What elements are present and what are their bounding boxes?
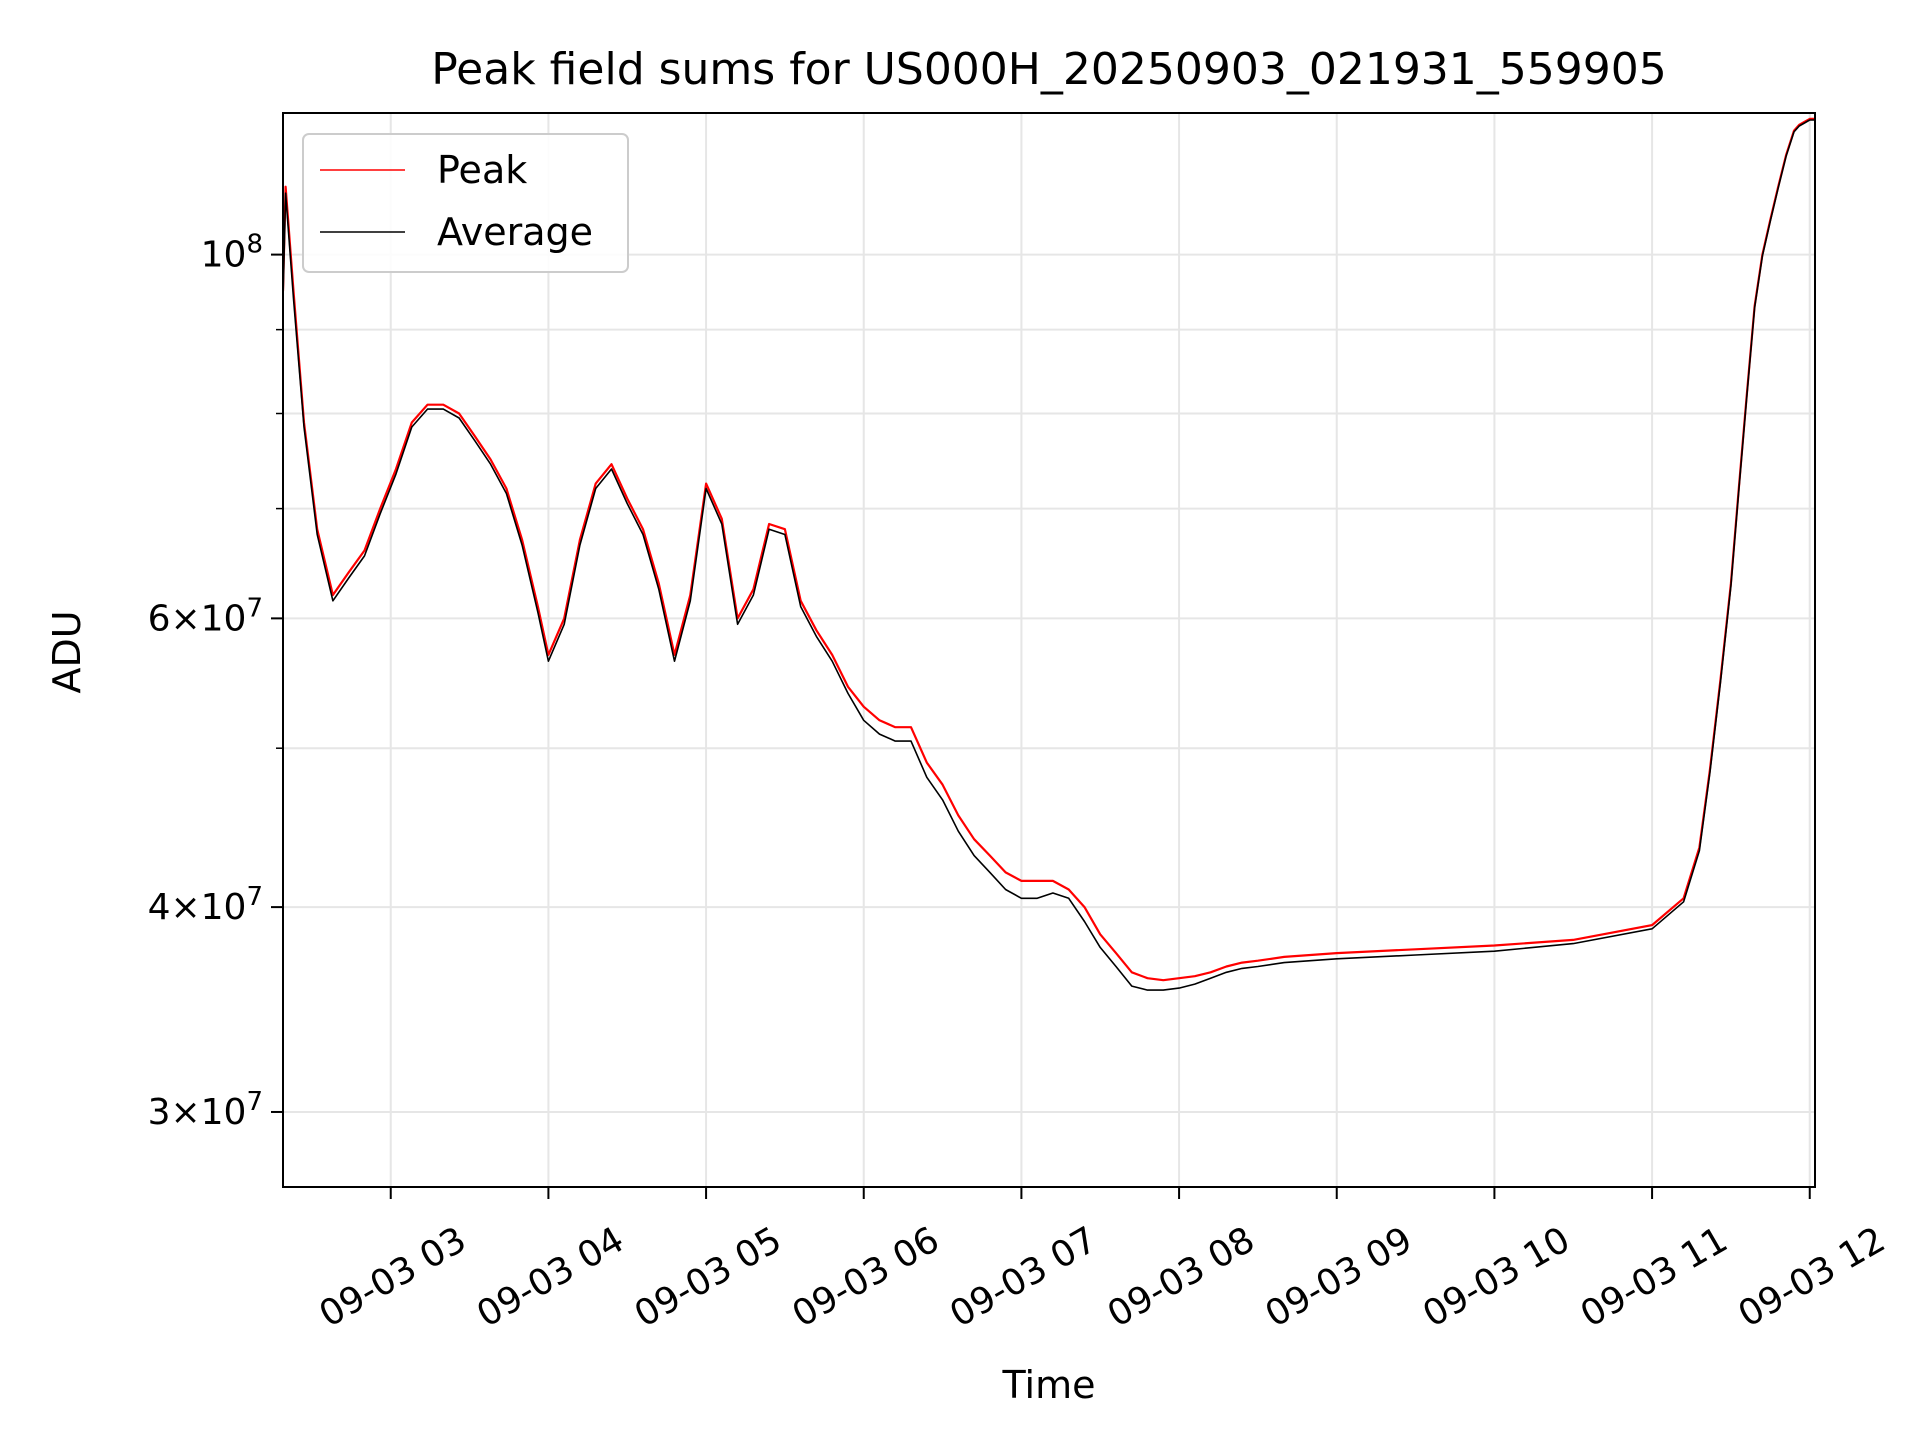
y-tick-label: 4×107 (148, 882, 263, 928)
y-tick-label: 108 (201, 230, 263, 276)
y-tick-label: 3×107 (148, 1087, 263, 1133)
legend-label-peak: Peak (437, 148, 527, 192)
series-line-average (283, 119, 1815, 991)
chart-title: Peak field sums for US000H_20250903_0219… (431, 44, 1667, 95)
y-tick-label: 6×107 (148, 593, 263, 639)
legend-box (302, 133, 629, 273)
series-layer (283, 117, 1815, 991)
legend-label-average: Average (437, 210, 593, 254)
x-axis-title: Time (1002, 1363, 1096, 1407)
grid-layer (283, 113, 1815, 1187)
y-axis-title: ADU (45, 610, 89, 693)
plot-frame (282, 112, 1816, 1188)
legend: Peak Average (302, 133, 629, 273)
